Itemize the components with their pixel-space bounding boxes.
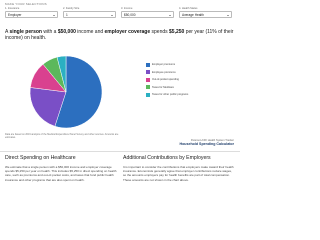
legend: Employer premiums Employee premiums Out-of… [146, 61, 226, 99]
headline-part: income and [75, 29, 105, 35]
select-box[interactable]: $50,000 [121, 11, 174, 18]
select-field: 3. Income $50,000 [121, 7, 174, 18]
legend-swatch [146, 85, 150, 90]
legend-swatch [146, 70, 150, 75]
legend-item: Taxes for other public programs [146, 91, 226, 99]
select-field: 2. Family Size 1 [63, 7, 116, 18]
legend-label: Taxes for other public programs [152, 93, 189, 97]
legend-label: Employer premiums [152, 63, 176, 67]
section-heading: Additional Contributions by Employers [123, 155, 211, 161]
section-heading: Direct Spending on Healthcare [5, 155, 76, 161]
select-box[interactable]: Employer [5, 11, 58, 18]
legend-swatch [146, 92, 150, 97]
legend-swatch [146, 77, 150, 82]
legend-label: Taxes for Medicare [152, 85, 174, 89]
legend-item: Employer premiums [146, 61, 226, 69]
select-field: 1. Insurance Employer [5, 7, 58, 18]
brand-title: Household Spending Calculator [179, 142, 234, 146]
legend-item: Employee premiums [146, 69, 226, 77]
section-text: It is important to consider the contribu… [123, 165, 234, 182]
select-label: 2. Family Size [63, 7, 80, 10]
headline-part: spends [150, 29, 170, 35]
footnote: Data are based on 2019 analysis of the M… [5, 133, 119, 139]
page: MAKE YOUR SELECTIONS 1. Insurance Employe… [0, 2, 240, 182]
brand-org: Peterson-KFF Health System Tracker [190, 139, 234, 142]
select-field: 4. Health Status Average Health [179, 7, 232, 18]
pie-slice [54, 55, 103, 129]
headline-part: A [5, 29, 10, 35]
headline-part: per year (11% of their income) on health… [5, 29, 234, 42]
divider [0, 151, 240, 152]
headline: A single person with a $50,000 income an… [5, 29, 235, 42]
section-text: We estimate that a single person with a … [5, 165, 117, 182]
pie-slice [56, 55, 67, 93]
select-label: 4. Health Status [179, 7, 198, 10]
headline-part: $5,250 [169, 29, 185, 35]
legend-item: Out-of-pocket spending [146, 76, 226, 84]
headline-part: single person [9, 29, 42, 35]
select-box[interactable]: 1 [63, 11, 116, 18]
legend-swatch [146, 62, 150, 67]
select-label: 1. Insurance [5, 7, 20, 10]
headline-part: $50,000 [57, 29, 76, 35]
headline-part: with a [41, 29, 58, 35]
pie-chart [29, 55, 103, 129]
headline-part: employer coverage [104, 29, 151, 35]
selections-title: MAKE YOUR SELECTIONS [5, 2, 47, 6]
select-box[interactable]: Average Health [179, 11, 232, 18]
pie-slice [29, 87, 67, 127]
legend-label: Out-of-pocket spending [152, 78, 179, 82]
legend-item: Taxes for Medicare [146, 84, 226, 92]
legend-label: Employee premiums [152, 70, 176, 74]
select-label: 3. Income [121, 7, 133, 10]
brand: Peterson-KFF Health System Tracker House… [168, 139, 234, 146]
